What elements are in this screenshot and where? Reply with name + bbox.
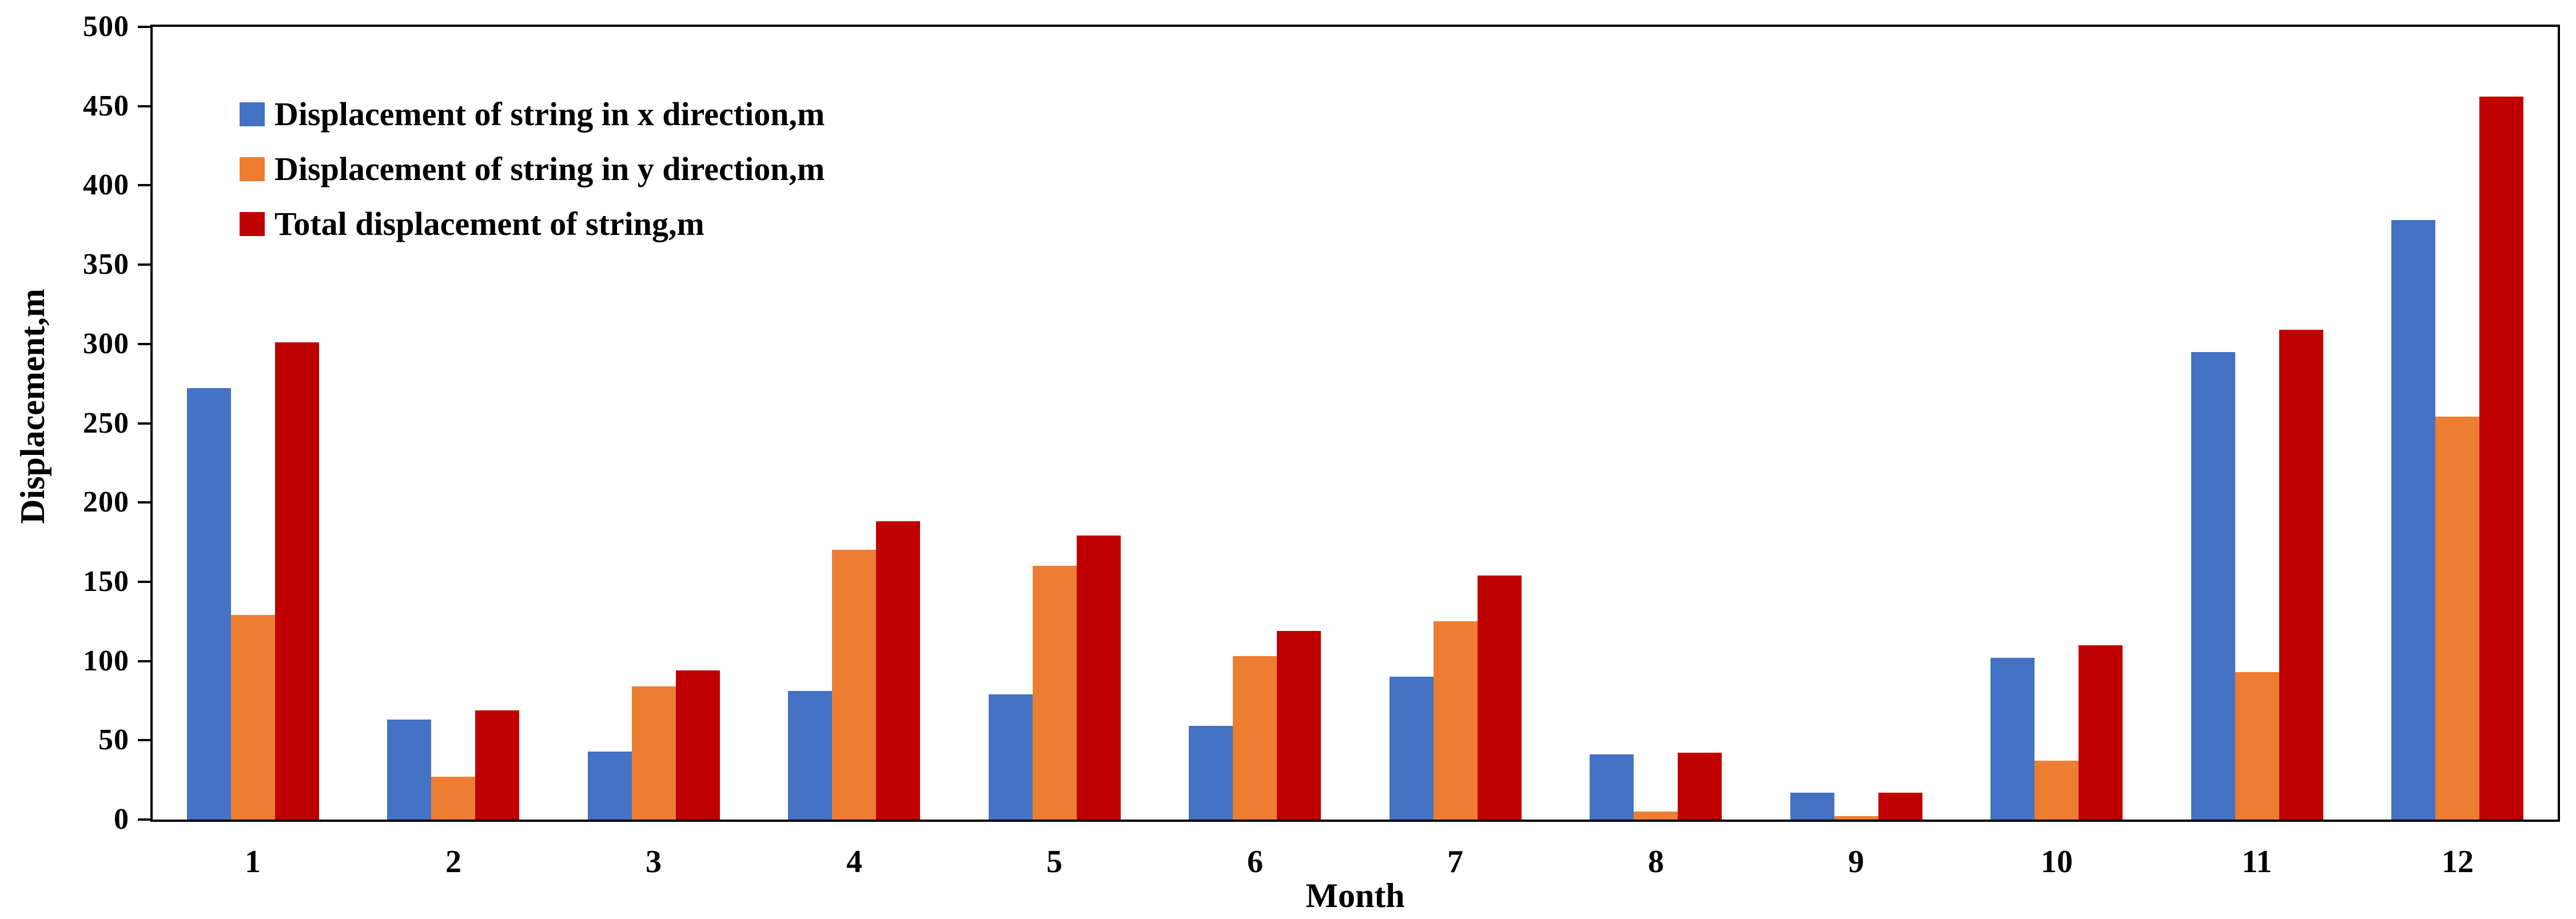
bar-series2-month7 [1434, 621, 1478, 820]
bar-series1-month1 [187, 388, 231, 820]
bar-series1-month3 [588, 752, 632, 820]
bar-series1-month6 [1189, 726, 1233, 820]
y-axis-tick-label-350: 350 [83, 248, 129, 281]
x-axis-label-month-1: 1 [245, 844, 261, 880]
y-axis-tick-300 [138, 343, 150, 345]
y-axis-tick-500 [138, 26, 150, 28]
bar-series2-month2 [431, 777, 475, 820]
bar-series1-month5 [989, 694, 1033, 820]
y-axis-tick-450 [138, 105, 150, 107]
y-axis-tick-label-500: 500 [83, 10, 129, 43]
x-axis-label-month-2: 2 [445, 844, 461, 880]
bar-series2-month4 [832, 550, 876, 820]
bar-series3-month8 [1678, 753, 1722, 820]
y-axis-tick-label-450: 450 [83, 90, 129, 122]
legend-label-total: Total displacement of string,m [274, 205, 704, 242]
bar-series2-month6 [1233, 656, 1277, 820]
legend-swatch-y-direction [240, 157, 265, 181]
y-axis-tick-label-250: 250 [83, 407, 129, 439]
x-axis-label-month-8: 8 [1648, 844, 1664, 880]
bar-series1-month12 [2391, 220, 2435, 820]
bar-series3-month4 [876, 521, 920, 820]
bar-series2-month1 [231, 615, 275, 820]
bar-series2-month11 [2235, 672, 2279, 820]
y-axis-tick-100 [138, 660, 150, 662]
bar-series3-month3 [676, 670, 720, 820]
y-axis-tick-250 [138, 422, 150, 425]
y-axis-tick-label-300: 300 [83, 327, 129, 360]
bar-series2-month9 [1834, 816, 1878, 820]
bar-series3-month11 [2279, 330, 2323, 820]
bar-series2-month12 [2435, 417, 2479, 820]
y-axis-tick-label-400: 400 [83, 169, 129, 201]
x-axis-label-month-9: 9 [1848, 844, 1864, 880]
bar-series3-month12 [2479, 97, 2523, 820]
x-axis-label-month-12: 12 [2442, 844, 2474, 880]
y-axis-tick-0 [138, 818, 150, 821]
legend-label-x-direction: Displacement of string in x direction,m [274, 95, 825, 133]
legend-item-x-direction: Displacement of string in x direction,m [240, 97, 825, 132]
y-axis-tick-label-150: 150 [83, 565, 129, 598]
bar-series3-month1 [275, 342, 319, 820]
x-axis-label-month-3: 3 [646, 844, 662, 880]
bar-series1-month11 [2191, 352, 2235, 820]
bar-series3-month9 [1878, 793, 1922, 820]
bar-series1-month9 [1790, 793, 1834, 820]
legend-swatch-x-direction [240, 102, 265, 126]
bar-series3-month10 [2079, 645, 2123, 820]
legend-swatch-total [240, 212, 265, 236]
bar-series2-month3 [632, 686, 676, 820]
y-axis-tick-label-200: 200 [83, 486, 129, 518]
y-axis-tick-label-0: 0 [114, 803, 129, 836]
plot-area: Displacement of string in x direction,m … [150, 25, 2560, 822]
x-axis-label-month-7: 7 [1447, 844, 1463, 880]
bar-series1-month4 [788, 691, 832, 820]
y-axis-tick-350 [138, 263, 150, 266]
bar-series1-month2 [387, 720, 431, 820]
y-axis-tick-50 [138, 739, 150, 741]
bar-series2-month5 [1033, 566, 1077, 820]
x-axis-label-month-4: 4 [846, 844, 862, 880]
bar-series3-month7 [1478, 576, 1522, 820]
x-axis-label-month-6: 6 [1247, 844, 1263, 880]
x-axis-label-month-5: 5 [1046, 844, 1062, 880]
x-axis-label-month-11: 11 [2241, 844, 2272, 880]
bar-series3-month5 [1077, 536, 1121, 820]
x-axis-label-month-10: 10 [2041, 844, 2073, 880]
legend-label-y-direction: Displacement of string in y direction,m [274, 150, 825, 187]
legend-item-total: Total displacement of string,m [240, 206, 704, 242]
bar-series1-month10 [1990, 658, 2034, 820]
bar-series2-month8 [1634, 812, 1678, 820]
y-axis-tick-200 [138, 501, 150, 504]
bar-series3-month6 [1277, 631, 1321, 820]
y-axis-tick-label-100: 100 [83, 645, 129, 677]
legend-item-y-direction: Displacement of string in y direction,m [240, 151, 825, 187]
y-axis-tick-400 [138, 184, 150, 186]
bar-series3-month2 [475, 710, 519, 820]
bar-series1-month8 [1590, 754, 1634, 820]
y-axis-tick-label-50: 50 [98, 724, 129, 756]
bar-series2-month10 [2034, 761, 2079, 820]
x-axis-title: Month [1305, 877, 1405, 914]
bar-series1-month7 [1389, 677, 1434, 820]
y-axis-tick-150 [138, 581, 150, 583]
